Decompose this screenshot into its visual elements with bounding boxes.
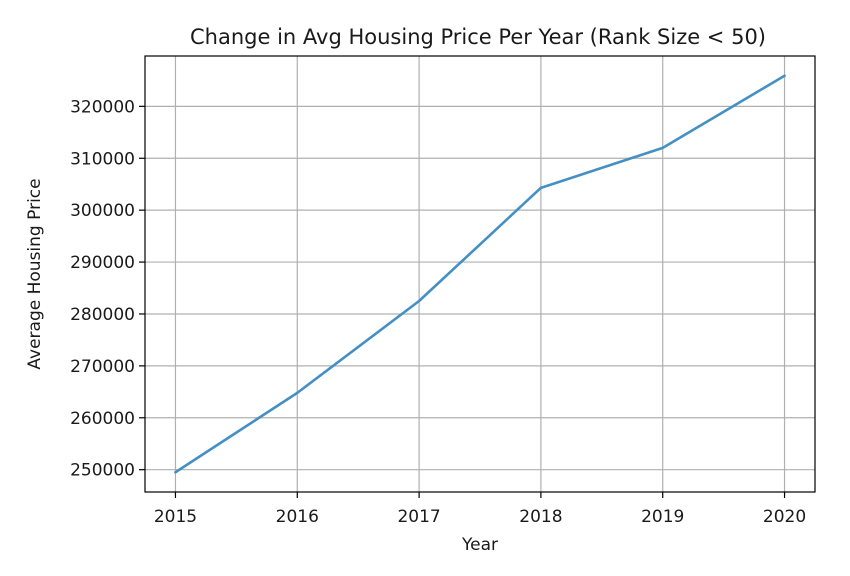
x-axis-ticks: 2015 2016 2017 2018 2019 2020 bbox=[154, 492, 806, 527]
y-tick-label: 280000 bbox=[70, 305, 135, 325]
chart-title: Change in Avg Housing Price Per Year (Ra… bbox=[190, 25, 766, 49]
y-tick-label: 300000 bbox=[70, 201, 135, 221]
series-line bbox=[175, 76, 784, 473]
y-tick-label: 290000 bbox=[70, 253, 135, 273]
y-tick-label: 270000 bbox=[70, 357, 135, 377]
y-axis-ticks: 250000 260000 270000 280000 290000 300000 3100… bbox=[70, 97, 145, 480]
y-axis-title: Average Housing Price bbox=[25, 178, 45, 369]
x-axis-title: Year bbox=[461, 535, 498, 555]
x-tick-label: 2020 bbox=[763, 507, 806, 527]
y-tick-label: 310000 bbox=[70, 149, 135, 169]
series-layer bbox=[175, 76, 784, 473]
x-tick-label: 2016 bbox=[276, 507, 319, 527]
x-tick-label: 2019 bbox=[641, 507, 684, 527]
y-tick-label: 320000 bbox=[70, 97, 135, 117]
x-tick-label: 2017 bbox=[397, 507, 440, 527]
y-tick-label: 250000 bbox=[70, 461, 135, 481]
x-tick-label: 2018 bbox=[519, 507, 562, 527]
x-tick-label: 2015 bbox=[154, 507, 197, 527]
y-tick-label: 260000 bbox=[70, 409, 135, 429]
